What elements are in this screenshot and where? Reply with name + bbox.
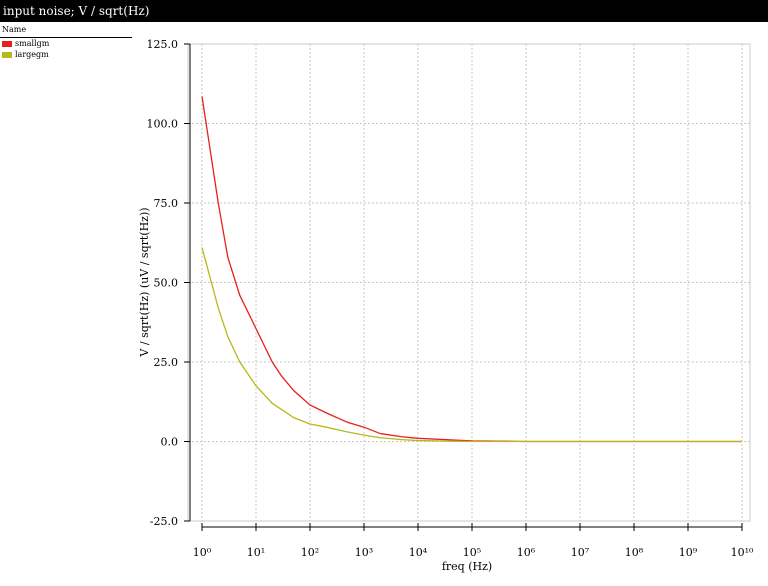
y-tick-label: 50.0	[154, 277, 179, 290]
legend-item: largegm	[0, 49, 132, 60]
y-tick-label: 25.0	[154, 356, 179, 369]
title-bar: input noise; V / sqrt(Hz)	[0, 0, 768, 22]
legend-swatch	[2, 40, 12, 47]
x-tick-label: 10⁴	[409, 546, 428, 559]
legend-label: largegm	[15, 50, 49, 59]
legend-header: Name	[0, 22, 132, 38]
x-tick-label: 10⁶	[517, 546, 536, 559]
x-tick-label: 10⁹	[679, 546, 698, 559]
legend-item: smallgm	[0, 38, 132, 49]
y-tick-label: 100.0	[147, 118, 179, 131]
x-tick-label: 10¹	[247, 546, 265, 559]
y-tick-label: 75.0	[154, 197, 179, 210]
x-tick-label: 10⁷	[571, 546, 590, 559]
x-tick-label: 10⁵	[463, 546, 481, 559]
x-axis-label: freq (Hz)	[442, 560, 492, 573]
x-tick-label: 10¹⁰	[731, 546, 754, 559]
legend-swatch	[2, 51, 12, 58]
x-tick-label: 10³	[355, 546, 373, 559]
y-tick-label: 125.0	[147, 38, 179, 51]
series-line	[201, 247, 742, 443]
legend: Name smallgm largegm	[0, 22, 132, 60]
x-tick-label: 10⁸	[625, 546, 644, 559]
x-tick-label: 10⁰	[193, 546, 212, 559]
x-tick-label: 10²	[301, 546, 319, 559]
legend-label: smallgm	[15, 39, 50, 48]
y-axis-label: V / sqrt(Hz) (uV / sqrt(Hz))	[138, 207, 151, 357]
y-tick-label: 0.0	[161, 436, 179, 449]
y-tick-label: -25.0	[150, 515, 178, 528]
series-line	[201, 96, 742, 443]
